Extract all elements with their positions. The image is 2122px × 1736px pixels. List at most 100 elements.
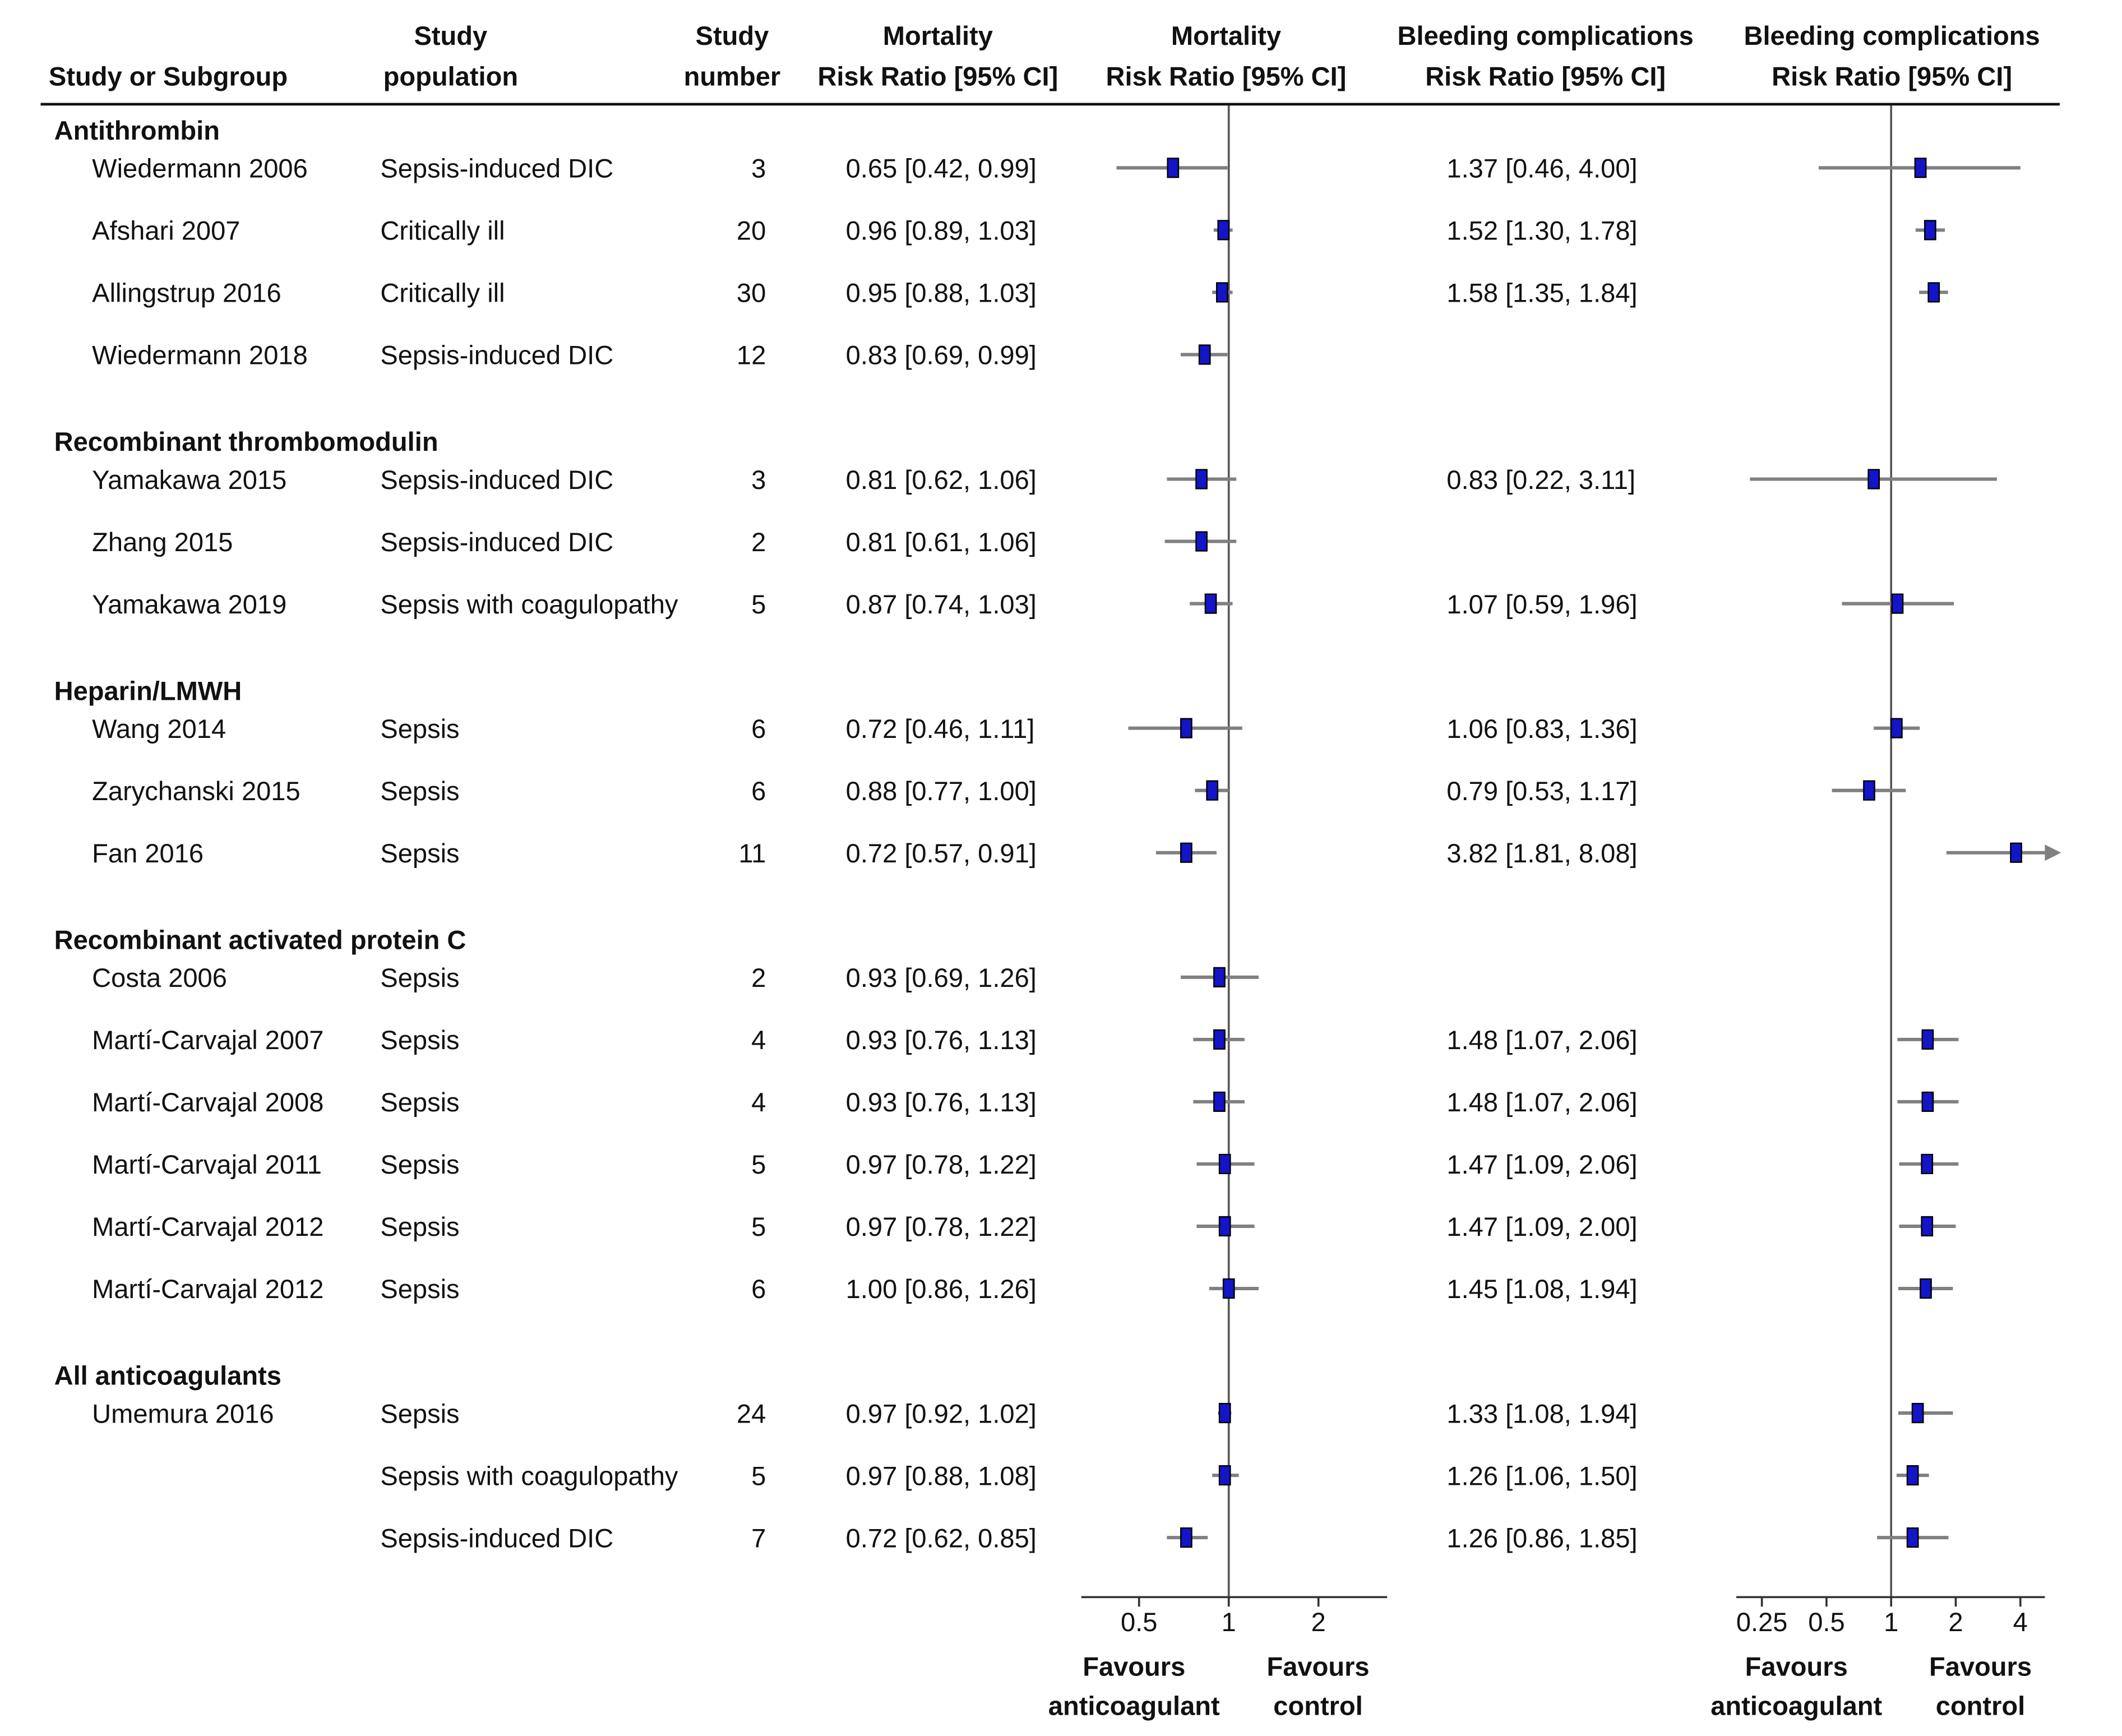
point-estimate [1867,469,1880,490]
point-estimate [1911,1402,1924,1424]
group-header: Heparin/LMWH [54,676,242,705]
mortality-rr: 0.93 [0.69, 1.26] [846,963,1037,992]
study-name: Martí-Carvajal 2008 [92,1087,323,1117]
point-estimate [1213,1029,1226,1050]
point-estimate [1920,1278,1932,1299]
study-name: Wang 2014 [92,714,226,744]
mortality-rr: 0.93 [0.76, 1.13] [846,1087,1037,1117]
mortality-rr: 0.81 [0.61, 1.06] [846,527,1037,557]
x-tick-label: 0.25 [1736,1607,1788,1637]
study-name: Umemura 2016 [92,1398,274,1428]
study-number: 6 [751,776,766,806]
bleeding-rr: 1.47 [1.09, 2.00] [1446,1212,1637,1241]
study-name: Wiedermann 2018 [92,340,308,370]
point-estimate [1906,1527,1919,1548]
bleeding-rr: 3.82 [1.81, 8.08] [1446,838,1637,868]
mortality-rr: 0.97 [0.78, 1.22] [846,1212,1037,1241]
study-number: 2 [751,963,766,992]
study-name: Yamakawa 2015 [92,465,286,495]
group-header: Recombinant thrombomodulin [54,427,438,456]
x-tick-label: 4 [2013,1607,2028,1637]
mortality-rr: 0.97 [0.88, 1.08] [846,1461,1037,1490]
x-tick-label: 2 [1311,1607,1326,1637]
study-name: Zarychanski 2015 [92,776,300,806]
point-estimate [1222,1278,1235,1299]
group-header: Recombinant activated protein C [54,925,466,954]
population: Sepsis [380,838,459,868]
population: Sepsis [380,1212,459,1241]
bleeding-rr: 1.48 [1.07, 2.06] [1446,1025,1637,1055]
bleeding-rr: 1.37 [0.46, 4.00] [1446,154,1637,183]
point-estimate [1180,842,1192,863]
bleeding-rr: 1.48 [1.07, 2.06] [1446,1087,1637,1117]
mortality-rr: 0.72 [0.57, 0.91] [846,838,1037,868]
mortality-rr: 0.65 [0.42, 0.99] [846,154,1037,183]
study-number: 24 [737,1398,766,1428]
column-header: Bleeding complications [1398,21,1694,50]
study-name: Afshari 2007 [92,216,240,246]
x-tick-label: 0.5 [1808,1607,1844,1637]
point-estimate [1914,158,1927,178]
study-number: 6 [751,714,766,744]
mortality-rr: 0.88 [0.77, 1.00] [846,776,1037,806]
population: Sepsis-induced DIC [380,465,613,495]
study-number: 6 [751,1274,766,1304]
population: Sepsis-induced DIC [380,340,613,370]
mortality-rr: 1.00 [0.86, 1.26] [846,1274,1037,1304]
population: Sepsis [380,1274,459,1304]
point-estimate [1180,1527,1192,1548]
column-header: Bleeding complications [1744,21,2040,50]
point-estimate [1204,593,1217,614]
point-estimate [1206,780,1219,801]
study-name: Martí-Carvajal 2011 [92,1149,322,1179]
study-number: 30 [737,278,766,308]
mortality-rr: 0.72 [0.46, 1.11] [846,714,1035,744]
column-header: number [684,61,781,91]
study-name: Martí-Carvajal 2012 [92,1212,323,1241]
favours-left: Favours [1083,1652,1185,1682]
bleeding-rr: 0.79 [0.53, 1.17] [1446,776,1637,806]
column-header: Mortality [883,21,993,50]
point-estimate [1927,282,1940,303]
group-header: All anticoagulants [54,1361,281,1391]
point-estimate [1921,1216,1934,1237]
population: Sepsis [380,714,459,744]
point-estimate [1890,718,1903,738]
study-number: 2 [751,527,766,557]
column-header: Study or Subgroup [49,61,288,91]
point-estimate [1216,282,1228,303]
point-estimate [1218,1402,1231,1424]
population: Critically ill [380,216,505,246]
study-name: Fan 2016 [92,838,204,868]
point-estimate [1891,593,1904,614]
study-name: Zhang 2015 [92,527,233,557]
population: Sepsis with coagulopathy [380,1461,678,1490]
point-estimate [1218,1465,1231,1486]
study-name: Costa 2006 [92,963,227,992]
point-estimate [1195,531,1208,552]
bleeding-rr: 1.47 [1.09, 2.06] [1446,1149,1637,1179]
population: Sepsis [380,1398,459,1428]
point-estimate [2010,842,2022,863]
bleeding-rr: 1.33 [1.08, 1.94] [1446,1398,1637,1428]
favours-left: Favours [1745,1652,1848,1682]
bleeding-rr: 1.26 [0.86, 1.85] [1446,1523,1637,1553]
population: Sepsis [380,776,459,806]
bleeding-rr: 0.83 [0.22, 3.11] [1446,465,1635,495]
mortality-rr: 0.83 [0.69, 0.99] [846,340,1037,370]
column-header: Risk Ratio [95% CI] [1425,61,1666,91]
column-header: Mortality [1171,21,1281,50]
favours-right: Favours [1929,1652,2032,1682]
study-name: Wiedermann 2006 [92,154,308,183]
study-number: 5 [751,1461,766,1490]
study-number: 12 [737,340,766,370]
mortality-rr: 0.81 [0.62, 1.06] [846,465,1037,495]
column-header: Risk Ratio [95% CI] [817,61,1058,91]
bleeding-rr: 1.45 [1.08, 1.94] [1446,1274,1637,1304]
bleeding-rr: 1.58 [1.35, 1.84] [1446,278,1637,308]
study-number: 5 [751,1212,766,1241]
study-number: 4 [751,1087,766,1117]
mortality-rr: 0.72 [0.62, 0.85] [846,1523,1037,1553]
favours-right: Favours [1267,1652,1370,1682]
